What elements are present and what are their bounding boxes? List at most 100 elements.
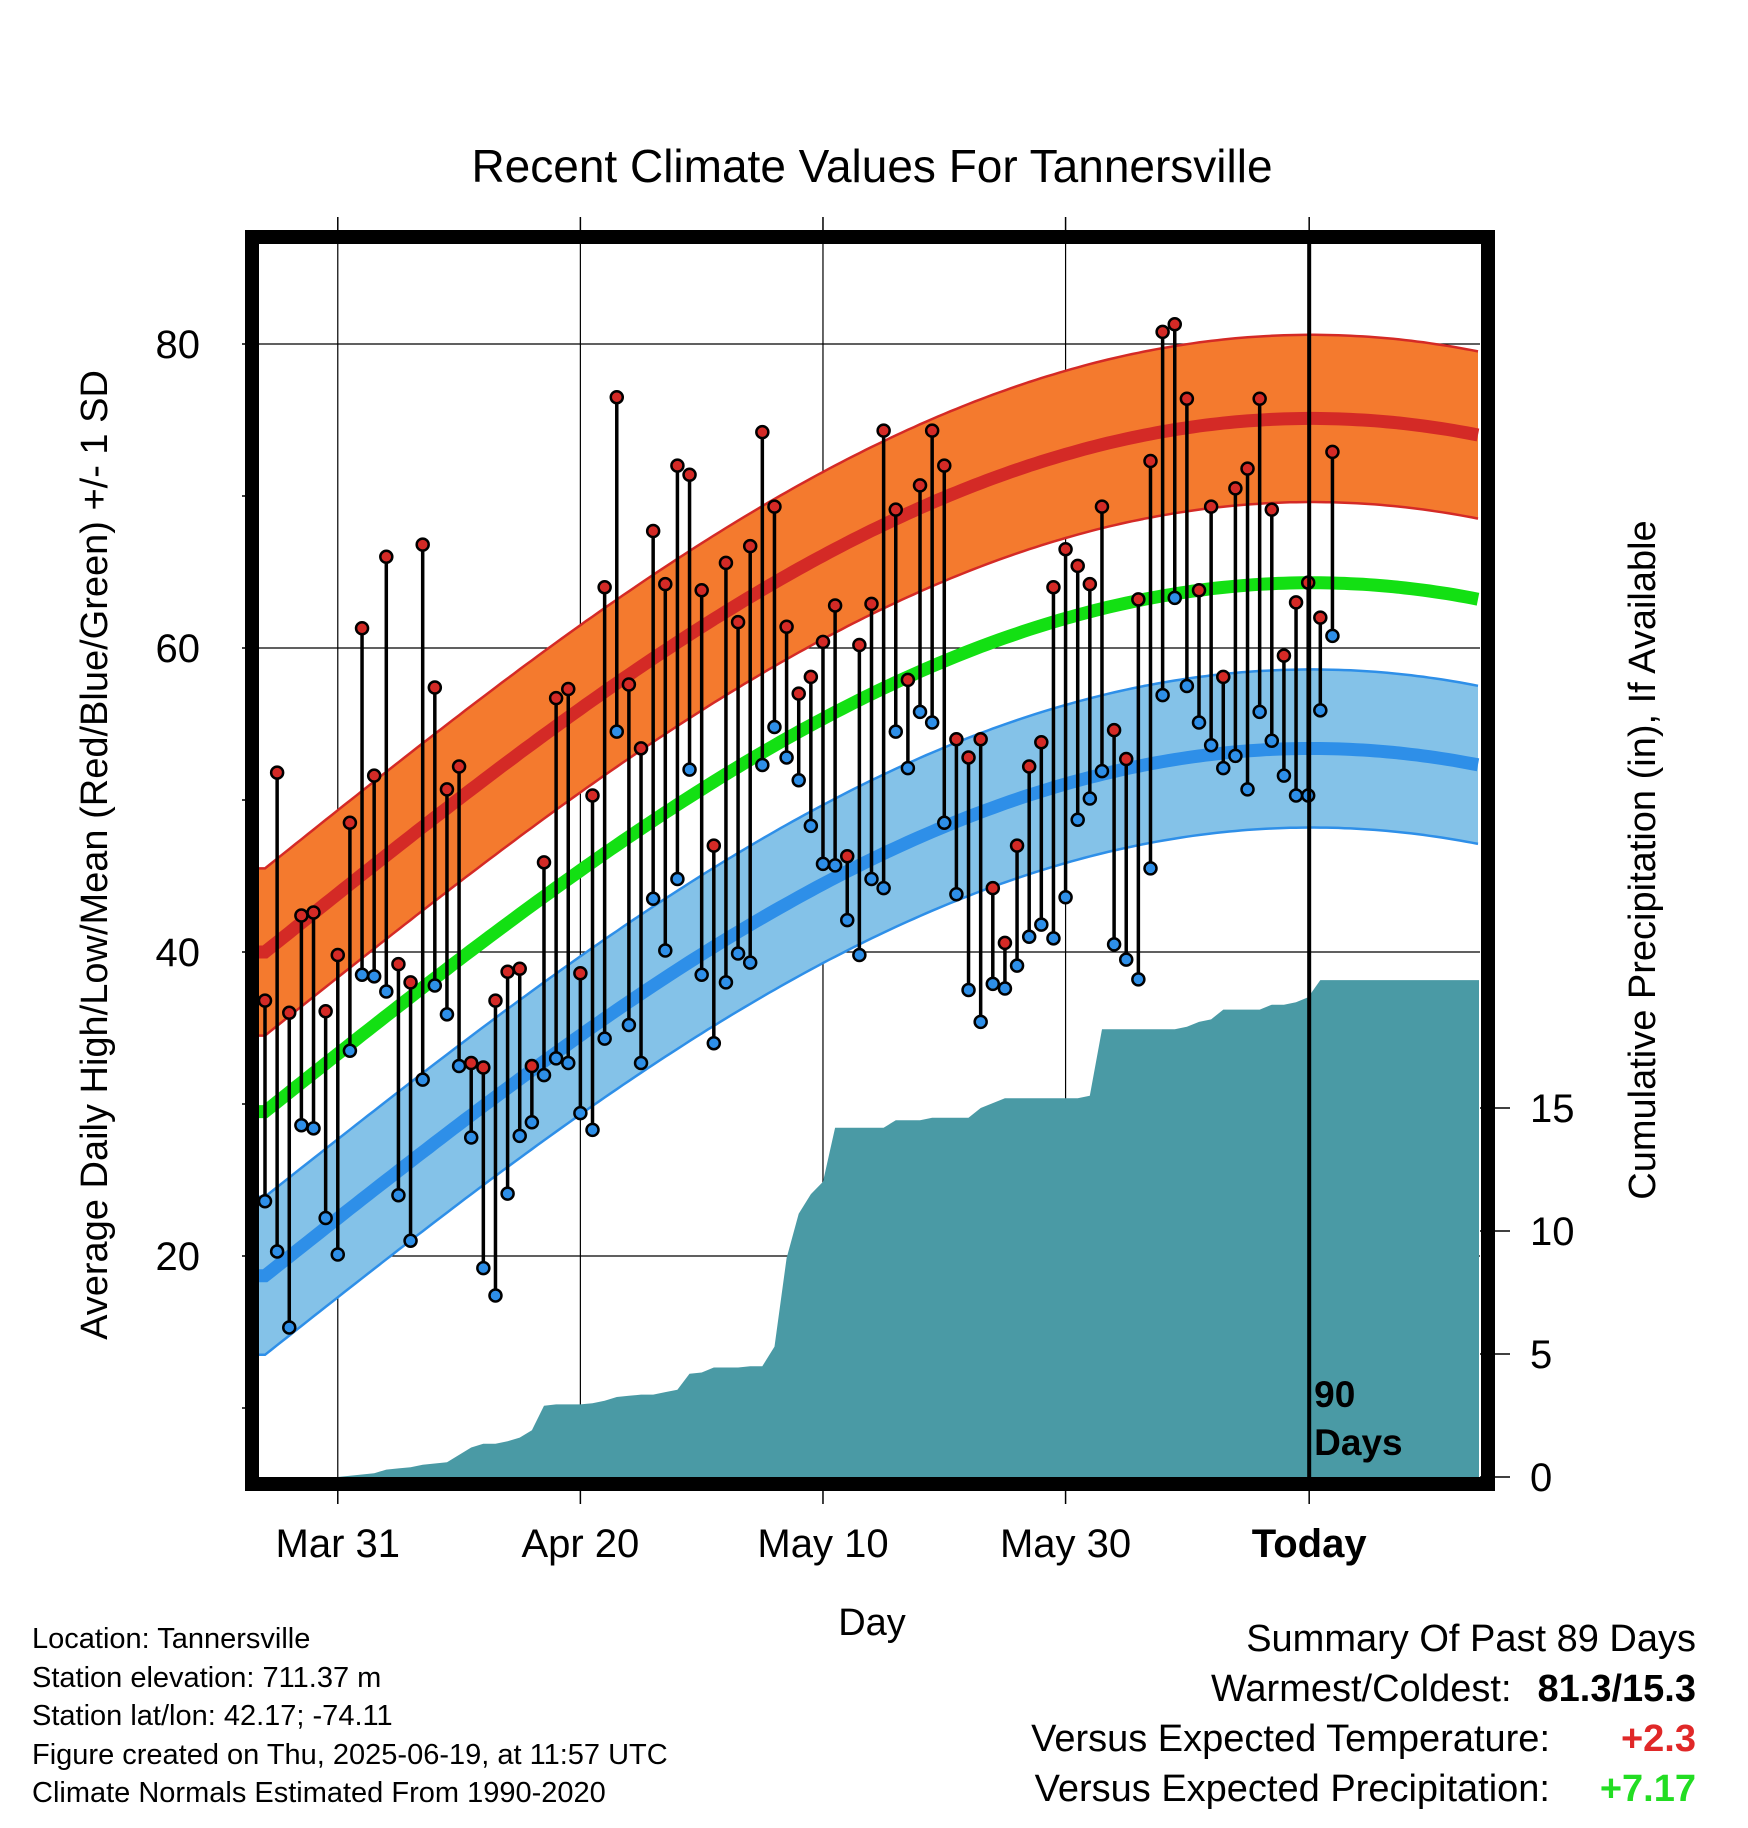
daily-high-point	[852, 637, 867, 653]
daily-low-point	[427, 978, 443, 993]
daily-low-point	[306, 1121, 321, 1136]
daily-high-point	[621, 677, 637, 692]
daily-low-point	[354, 967, 370, 983]
daily-high-point	[439, 782, 455, 797]
daily-high-point	[1118, 751, 1134, 767]
daily-low-point	[488, 1288, 503, 1303]
summary-temp: Versus Expected Temperature: +2.3	[1031, 1718, 1696, 1761]
daily-low-point	[1276, 768, 1292, 783]
plot-frame	[245, 230, 1495, 1491]
daily-high-point	[876, 423, 891, 438]
daily-low-point	[912, 704, 928, 720]
summary-heading: Summary Of Past 89 Days	[1246, 1618, 1696, 1661]
daily-low-point	[1240, 782, 1255, 797]
daily-high-point	[973, 731, 988, 747]
daily-high-point	[730, 614, 746, 630]
daily-low-point	[500, 1186, 515, 1201]
daily-high-point	[354, 620, 370, 636]
daily-high-point	[330, 947, 346, 963]
high-sd-upper-line	[259, 333, 1479, 870]
daily-low-point	[1058, 890, 1073, 905]
daily-high-point	[1179, 391, 1195, 406]
daily-low-point	[476, 1260, 491, 1276]
plot-clip-group: 90 Days	[259, 244, 1480, 1477]
daily-low-point	[1252, 704, 1267, 720]
y2-tick-label: 15	[1530, 1087, 1575, 1131]
summary-precip: Versus Expected Precipitation: +7.17	[1035, 1768, 1696, 1811]
daily-high-point	[1228, 481, 1243, 496]
daily-low-point	[924, 715, 940, 730]
daily-low-point	[573, 1105, 588, 1121]
daily-high-point	[706, 838, 722, 853]
daily-low-point	[391, 1187, 406, 1203]
daily-low-point	[1131, 972, 1146, 987]
normal-high-line	[259, 411, 1480, 959]
axes: 20 40 60 80 0 5 10 15 Mar 31 Apr 20 May 10 May 30 To…	[156, 217, 1575, 1566]
daily-low-point	[379, 984, 394, 999]
daily-low-point	[815, 856, 831, 872]
chart-title: Recent Climate Values For Tannersville	[471, 140, 1272, 192]
daily-low-point	[755, 757, 770, 773]
daily-low-point	[730, 946, 746, 961]
summary-warm-cold: Warmest/Coldest: 81.3/15.3	[1211, 1668, 1696, 1711]
high-sd-lower-line	[259, 500, 1479, 1037]
daily-high-point	[670, 458, 685, 473]
daily-high-point	[282, 1005, 297, 1021]
daily-high-point	[864, 596, 879, 612]
daily-low-point	[670, 871, 685, 887]
precip-area	[265, 980, 1480, 1477]
daily-high-point	[561, 681, 576, 697]
x-tick-label: Apr 20	[521, 1522, 639, 1566]
plot-area: 90 Days	[259, 244, 1480, 1477]
daily-high-point	[463, 1055, 479, 1071]
normal-low-line	[259, 742, 1480, 1283]
daily-high-point	[985, 880, 1001, 896]
x-tick-label: May 10	[757, 1522, 888, 1566]
daily-high-point	[803, 669, 819, 685]
daily-low-point	[1082, 791, 1098, 806]
daily-high-point	[682, 467, 697, 482]
daily-low-point	[259, 1194, 273, 1209]
daily-high-point	[1191, 582, 1207, 598]
daily-high-point	[827, 598, 843, 613]
info-elevation: Station elevation: 711.37 m	[32, 1661, 382, 1694]
daily-low-point	[1021, 929, 1037, 945]
daily-high-point	[742, 538, 758, 554]
daily-low-point	[1216, 760, 1231, 776]
daily-low-point	[791, 772, 806, 788]
daily-low-point	[512, 1128, 527, 1144]
low-sd-band	[259, 669, 1478, 1355]
daily-low-point	[621, 1017, 637, 1033]
daily-high-point	[1240, 461, 1255, 476]
daily-high-point	[548, 690, 564, 706]
daily-low-point	[839, 912, 855, 928]
temp-value: +2.3	[1620, 1718, 1696, 1760]
daily-low-point	[706, 1035, 722, 1051]
daily-high-point	[488, 993, 503, 1008]
daily-high-point	[269, 765, 285, 780]
low-sd-upper-line	[259, 668, 1479, 1198]
info-location: Location: Tannersville	[32, 1623, 311, 1655]
y2-tick-label: 0	[1530, 1456, 1552, 1500]
y2-tick-label: 5	[1530, 1333, 1552, 1377]
daily-high-point	[524, 1058, 540, 1074]
daily-low-point	[1094, 763, 1110, 779]
daily-low-point	[961, 982, 976, 998]
daily-high-point	[476, 1060, 491, 1075]
daily-low-point	[439, 1007, 455, 1022]
daily-high-point	[306, 905, 321, 920]
x-tick-label: May 30	[1000, 1522, 1131, 1566]
daily-high-point	[366, 768, 382, 783]
daily-high-point	[1021, 759, 1037, 774]
daily-low-point	[645, 891, 661, 907]
daily-high-point	[500, 964, 515, 980]
daily-low-point	[1155, 687, 1170, 703]
y2-axis-label: Cumulative Precipitation (in), If Availa…	[1622, 520, 1664, 1199]
x-axis-label: Day	[838, 1602, 906, 1644]
daily-high-point	[949, 731, 964, 747]
y-tick-label: 40	[156, 931, 201, 975]
y2-tick-label: 10	[1530, 1210, 1575, 1254]
daily-low-point	[803, 818, 819, 834]
daily-high-point	[839, 848, 855, 864]
daily-low-point	[1034, 917, 1049, 932]
